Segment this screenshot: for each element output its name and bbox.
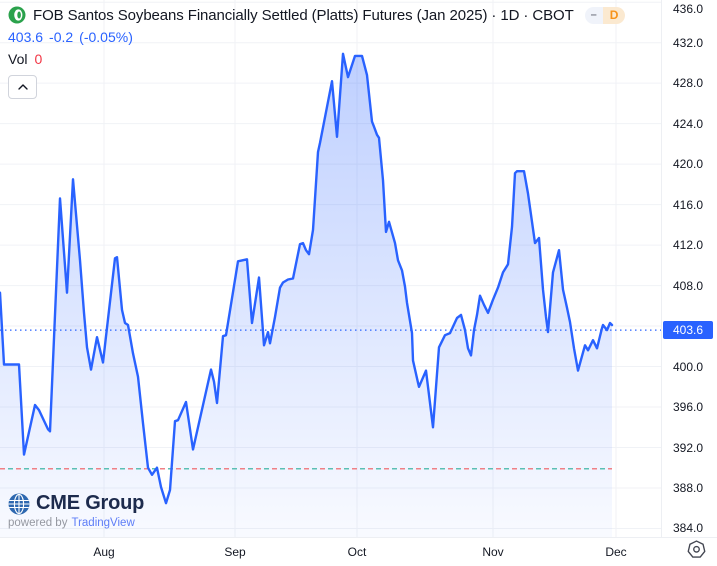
tradingview-link[interactable]: TradingView bbox=[71, 517, 135, 529]
price-change-pct: (-0.05%) bbox=[79, 29, 133, 45]
y-axis-tick-label: 436.0 bbox=[673, 2, 704, 16]
settings-gear-icon[interactable] bbox=[687, 540, 706, 559]
x-axis-month-label: Dec bbox=[605, 545, 627, 559]
y-axis-tick-label: 428.0 bbox=[673, 76, 704, 91]
y-axis-tick-label: 408.0 bbox=[673, 278, 704, 293]
y-axis-tick-label: 400.0 bbox=[673, 359, 704, 374]
price-change: -0.2 bbox=[49, 29, 74, 45]
y-axis-tick-label: 416.0 bbox=[673, 197, 704, 212]
y-axis-tick-label: 388.0 bbox=[673, 480, 704, 495]
y-axis-tick-label: 420.0 bbox=[673, 157, 704, 172]
interval-label: D bbox=[602, 6, 626, 24]
price-row: 403.6 -0.2 (-0.05%) bbox=[8, 29, 625, 45]
cme-group-logo-text[interactable]: CME Group bbox=[36, 492, 145, 514]
brand-block: CME Group powered by TradingView bbox=[8, 492, 144, 529]
soybean-logo-icon bbox=[8, 6, 26, 24]
cme-globe-icon bbox=[8, 493, 30, 515]
volume-label: Vol bbox=[8, 51, 28, 67]
time-axis[interactable]: Aug Sep Oct Nov Dec bbox=[0, 537, 717, 566]
y-axis-tick-label: 384.0 bbox=[673, 521, 704, 536]
volume-row: Vol 0 bbox=[8, 51, 625, 67]
chevron-up-icon bbox=[17, 84, 28, 90]
price-axis[interactable]: 436.0 432.0 428.0 424.0 420.0 416.0 412.0 408.0… bbox=[661, 0, 717, 537]
y-axis-tick-label: 392.0 bbox=[673, 440, 704, 455]
symbol-title[interactable]: FOB Santos Soybeans Financially Settled … bbox=[33, 6, 574, 24]
volume-value: 0 bbox=[34, 51, 43, 67]
x-axis-month-label: Aug bbox=[93, 545, 115, 559]
last-price: 403.6 bbox=[8, 29, 44, 45]
x-axis-month-label: Oct bbox=[347, 545, 367, 559]
y-axis-tick-label: 432.0 bbox=[673, 35, 704, 50]
x-axis-month-label: Nov bbox=[482, 545, 504, 559]
y-axis-tick-label: 396.0 bbox=[673, 400, 704, 415]
y-axis-tick-label: 412.0 bbox=[673, 238, 704, 253]
x-axis-month-label: Sep bbox=[224, 545, 246, 559]
market-status-icon: – bbox=[584, 6, 603, 24]
y-axis-tick-label: 424.0 bbox=[673, 116, 704, 131]
interval-badge[interactable]: – D bbox=[584, 6, 626, 24]
price-chart-canvas[interactable] bbox=[0, 0, 662, 537]
symbol-row: FOB Santos Soybeans Financially Settled … bbox=[8, 6, 626, 24]
chart-header: FOB Santos Soybeans Financially Settled … bbox=[8, 6, 626, 99]
powered-by-text: powered by bbox=[8, 517, 68, 529]
collapse-header-button[interactable] bbox=[8, 75, 37, 99]
current-price-label: 403.6 bbox=[663, 321, 713, 340]
